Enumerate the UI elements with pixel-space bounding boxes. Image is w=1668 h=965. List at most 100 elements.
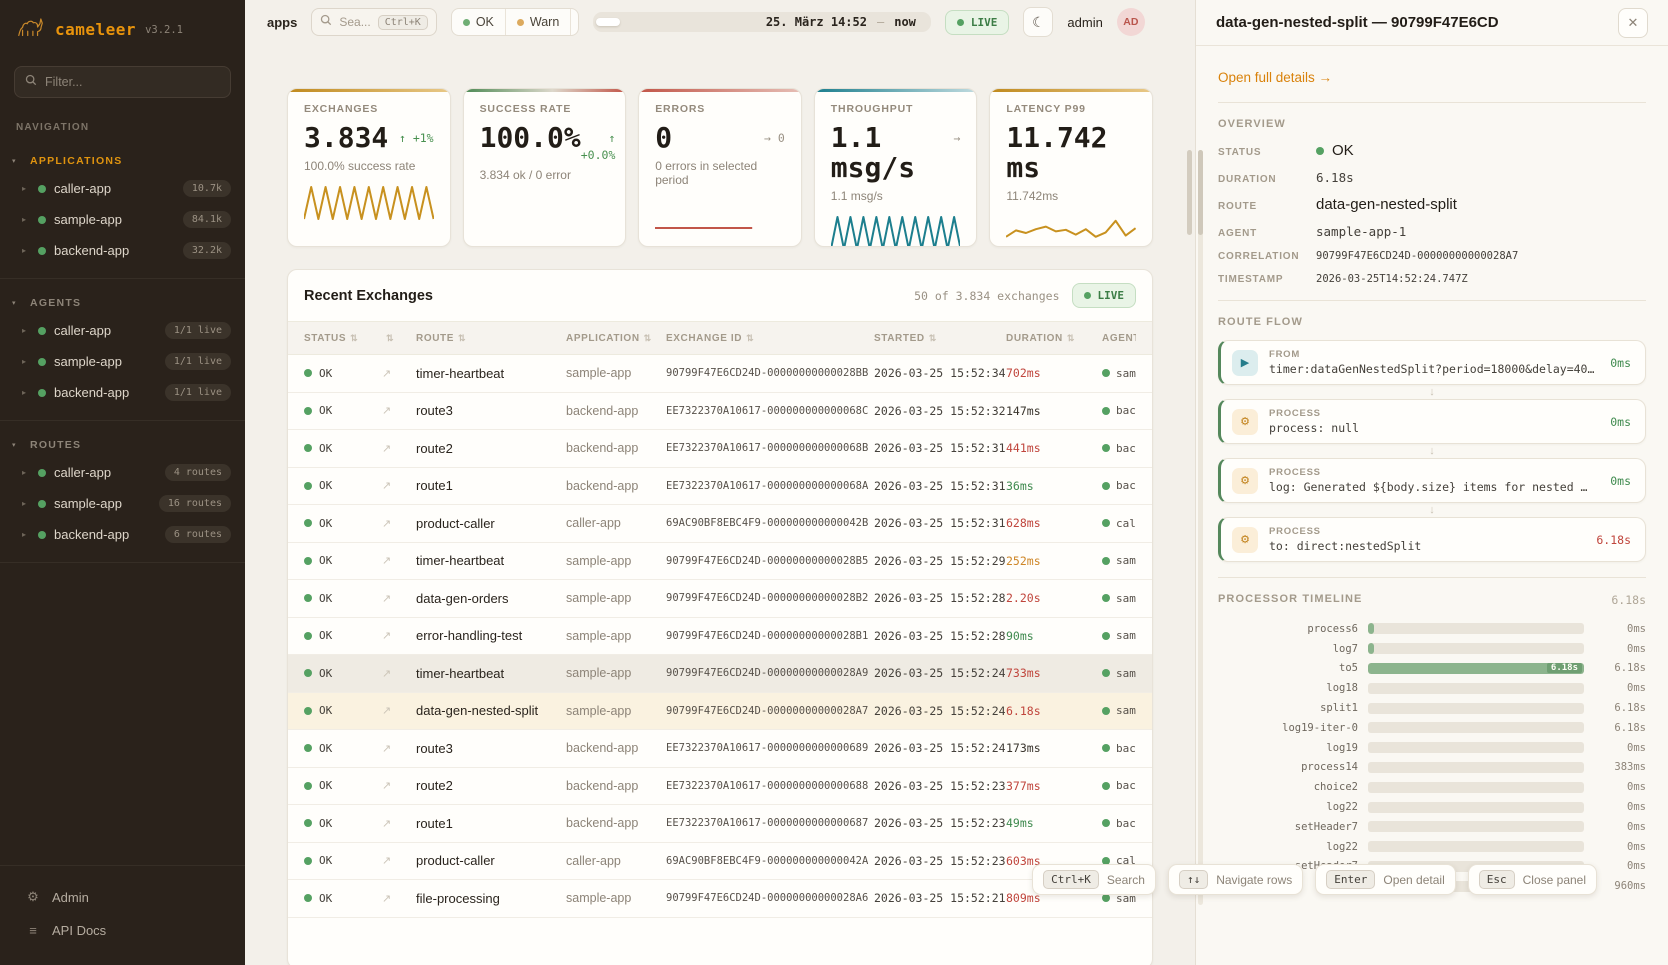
table-row[interactable]: OK ↗ data-gen-nested-split sample-app 90…	[288, 692, 1152, 730]
open-row-icon[interactable]: ↗	[382, 817, 392, 830]
time-range-button[interactable]	[622, 18, 646, 26]
open-row-icon[interactable]: ↗	[382, 405, 392, 418]
sidebar-item[interactable]: ▸ caller-app 4 routes	[0, 457, 245, 488]
open-row-icon[interactable]: ↗	[382, 705, 392, 718]
timeline-row[interactable]: to5 6.18s 6.18s	[1218, 659, 1646, 679]
table-row[interactable]: OK ↗ error-handling-test sample-app 9079…	[288, 618, 1152, 655]
open-row-icon[interactable]: ↗	[382, 480, 392, 493]
open-row-icon[interactable]: ↗	[382, 667, 392, 680]
column-header[interactable]: DURATION ⇅	[1006, 332, 1075, 344]
table-row[interactable]: OK ↗ route2 backend-app EE7322370A10617-…	[288, 768, 1152, 805]
table-row[interactable]: OK ↗ data-gen-orders sample-app 90799F47…	[288, 580, 1152, 618]
close-panel-button[interactable]: ✕	[1618, 7, 1648, 38]
time-range-button[interactable]	[674, 18, 698, 26]
sort-icon[interactable]: ⇅	[928, 332, 937, 343]
time-range-button[interactable]	[595, 18, 620, 26]
table-row[interactable]: OK ↗ timer-heartbeat sample-app 90799F47…	[288, 355, 1152, 393]
timeline-row[interactable]: choice2 0ms	[1218, 777, 1646, 797]
sidebar-footer-item[interactable]: ≡ API Docs	[0, 914, 245, 947]
column-header[interactable]: AGENT⇅	[1102, 332, 1136, 344]
sidebar-section-header[interactable]: ▾ ROUTES	[0, 431, 245, 457]
sidebar-item[interactable]: ▸ sample-app 1/1 live	[0, 346, 245, 377]
open-full-details-link[interactable]: Open full details →	[1218, 70, 1333, 85]
sort-icon[interactable]: ⇅	[746, 332, 755, 343]
global-search[interactable]: Sea... Ctrl+K	[311, 8, 437, 36]
route-flow-step[interactable]: ▶ FROM timer:dataGenNestedSplit?period=1…	[1218, 340, 1646, 385]
route-flow-step[interactable]: ⚙ PROCESS to: direct:nestedSplit 6.18s	[1218, 517, 1646, 562]
table-row[interactable]: OK ↗ file-processing sample-app 90799F47…	[288, 880, 1152, 918]
timeline-row[interactable]: log19-iter-0 6.18s	[1218, 718, 1646, 738]
panel-scrollbar[interactable]	[1198, 150, 1203, 235]
table-row[interactable]: OK ↗ route1 backend-app EE7322370A10617-…	[288, 805, 1152, 843]
column-header[interactable]: EXCHANGE ID ⇅	[666, 332, 755, 344]
metric-card[interactable]: THROUGHPUT 1.1 msg/s → 1.1 msg/s	[813, 88, 978, 247]
timeline-row[interactable]: process14 383ms	[1218, 758, 1646, 778]
table-row[interactable]: OK ↗ route3 backend-app EE7322370A10617-…	[288, 730, 1152, 768]
status-filter[interactable]: OK	[452, 9, 506, 35]
metric-card[interactable]: LATENCY P99 11.742 ms 11.742ms	[989, 88, 1153, 247]
timeline-row[interactable]: process6 0ms	[1218, 619, 1646, 639]
time-range-button[interactable]	[726, 18, 750, 26]
timeline-row[interactable]: split1 6.18s	[1218, 698, 1646, 718]
open-row-icon[interactable]: ↗	[382, 780, 392, 793]
live-badge[interactable]: LIVE	[944, 9, 1010, 35]
date-range-start[interactable]: 25. März 14:52	[765, 15, 867, 29]
date-range-end[interactable]: now	[894, 15, 916, 29]
status-filter[interactable]: E	[571, 9, 578, 35]
sidebar-item[interactable]: ▸ sample-app 84.1k	[0, 204, 245, 235]
sort-icon[interactable]: ⇅	[458, 332, 467, 343]
route-flow-step[interactable]: ⚙ PROCESS log: Generated ${body.size} it…	[1218, 458, 1646, 503]
open-row-icon[interactable]: ↗	[382, 630, 392, 643]
open-row-icon[interactable]: ↗	[382, 892, 392, 905]
column-header[interactable]: APPLICATION ⇅	[566, 332, 652, 344]
sidebar-item[interactable]: ▸ backend-app 1/1 live	[0, 377, 245, 408]
timeline-row[interactable]: setHeader7 0ms	[1218, 817, 1646, 837]
sort-icon[interactable]: ⇅	[643, 332, 652, 343]
metric-card[interactable]: ERRORS 0 → 0 0 errors in selected period	[638, 88, 802, 247]
open-row-icon[interactable]: ↗	[382, 555, 392, 568]
timeline-row[interactable]: log19 0ms	[1218, 738, 1646, 758]
open-row-icon[interactable]: ↗	[382, 442, 392, 455]
time-range-button[interactable]	[648, 18, 672, 26]
table-row[interactable]: OK ↗ timer-heartbeat sample-app 90799F47…	[288, 543, 1152, 580]
timeline-row[interactable]: log22 0ms	[1218, 797, 1646, 817]
timeline-row[interactable]: log7 0ms	[1218, 639, 1646, 659]
sidebar-footer-item[interactable]: ⚙ Admin	[0, 880, 245, 914]
timeline-row[interactable]: log22 0ms	[1218, 837, 1646, 857]
sidebar-item[interactable]: ▸ backend-app 6 routes	[0, 519, 245, 550]
column-header[interactable]: ROUTE ⇅	[416, 332, 467, 344]
sort-icon[interactable]: ⇅	[386, 332, 395, 343]
open-row-icon[interactable]: ↗	[382, 367, 392, 380]
timeline-row[interactable]: log18 0ms	[1218, 678, 1646, 698]
sidebar-section-header[interactable]: ▾ AGENTS	[0, 289, 245, 315]
sidebar-item[interactable]: ▸ caller-app 10.7k	[0, 173, 245, 204]
sidebar-item[interactable]: ▸ sample-app 16 routes	[0, 488, 245, 519]
status-filter[interactable]: Warn	[506, 9, 572, 35]
time-range-button[interactable]	[700, 18, 724, 26]
column-header[interactable]: STATUS ⇅	[304, 332, 359, 344]
open-row-icon[interactable]: ↗	[382, 592, 392, 605]
sidebar-section-header[interactable]: ▾ APPLICATIONS	[0, 147, 245, 173]
avatar[interactable]: AD	[1116, 8, 1145, 36]
filter-input[interactable]	[45, 75, 220, 89]
theme-toggle-button[interactable]: ☾	[1023, 7, 1054, 37]
sidebar-item[interactable]: ▸ backend-app 32.2k	[0, 235, 245, 266]
metric-card[interactable]: SUCCESS RATE 100.0% ↑ +0.0% 3.834 ok / 0 …	[462, 88, 627, 247]
column-header[interactable]: STARTED ⇅	[874, 332, 937, 344]
main-scrollbar[interactable]	[1187, 150, 1192, 235]
sidebar-item[interactable]: ▸ caller-app 1/1 live	[0, 315, 245, 346]
column-header[interactable]: ⇅	[382, 333, 416, 344]
route-flow-step[interactable]: ⚙ PROCESS process: null 0ms	[1218, 399, 1646, 444]
table-row[interactable]: OK ↗ route3 backend-app EE7322370A10617-…	[288, 393, 1152, 430]
open-row-icon[interactable]: ↗	[382, 855, 392, 868]
sidebar-filter[interactable]	[14, 66, 231, 98]
table-row[interactable]: OK ↗ product-caller caller-app 69AC90BF8…	[288, 505, 1152, 543]
sort-icon[interactable]: ⇅	[350, 332, 359, 343]
table-row[interactable]: OK ↗ product-caller caller-app 69AC90BF8…	[288, 843, 1152, 880]
table-row[interactable]: OK ↗ route2 backend-app EE7322370A10617-…	[288, 430, 1152, 468]
sort-icon[interactable]: ⇅	[1066, 332, 1075, 343]
table-row[interactable]: OK ↗ timer-heartbeat sample-app 90799F47…	[288, 655, 1152, 693]
open-row-icon[interactable]: ↗	[382, 517, 392, 530]
metric-card[interactable]: EXCHANGES 3.834 ↑ +1% 100.0% success rat…	[287, 88, 451, 247]
table-row[interactable]: OK ↗ route1 backend-app EE7322370A10617-…	[288, 468, 1152, 505]
